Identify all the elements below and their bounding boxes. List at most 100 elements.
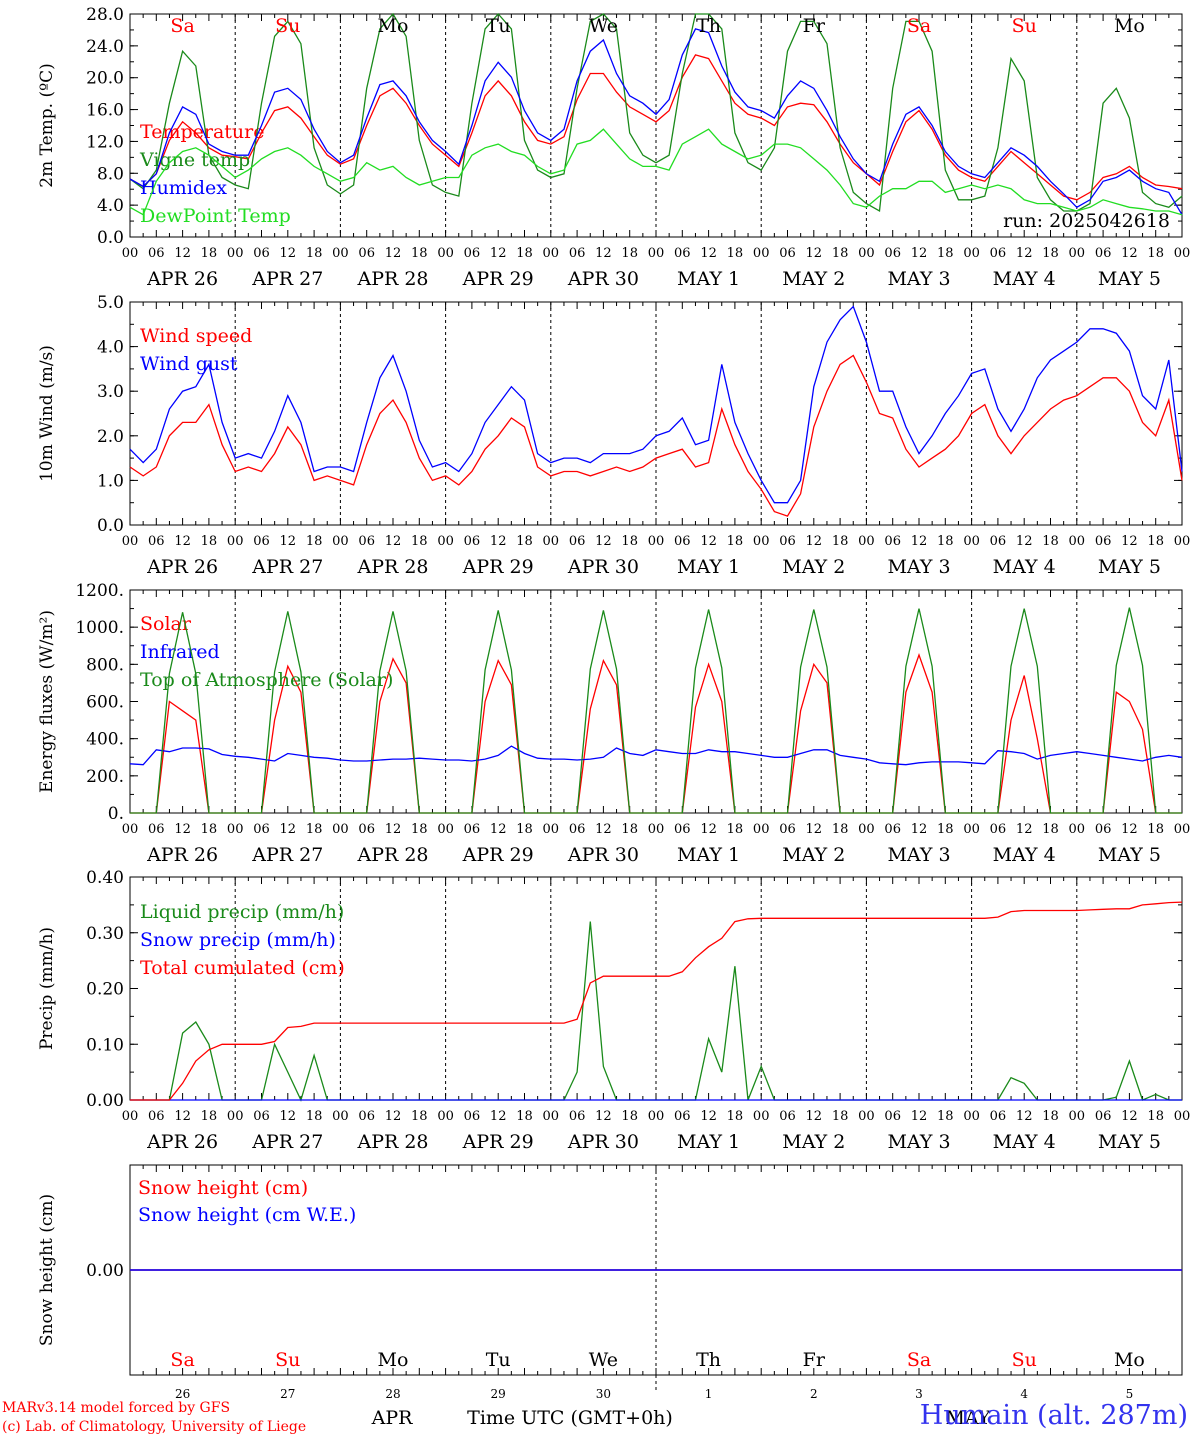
hour-tick-label: 18 [937, 246, 954, 261]
date-label: MAY 4 [993, 1131, 1056, 1153]
hour-tick-label: 00 [437, 246, 454, 261]
hour-tick-label: 00 [1174, 1109, 1191, 1124]
hour-tick-label: 00 [963, 246, 980, 261]
day-name: Tu [486, 1349, 511, 1371]
hour-tick-label: 00 [332, 822, 349, 837]
date-label: MAY 4 [993, 556, 1056, 578]
hour-tick-label: 18 [1147, 246, 1164, 261]
day-name: Su [275, 15, 300, 37]
date-label: APR 28 [356, 844, 428, 866]
date-label: APR 28 [356, 268, 428, 290]
month-label-apr: APR [371, 1407, 414, 1429]
hour-tick-label: 18 [411, 822, 428, 837]
hour-tick-label: 00 [122, 534, 139, 549]
hour-tick-label: 00 [753, 822, 770, 837]
hour-tick-label: 06 [674, 534, 691, 549]
day-name: Sa [907, 15, 931, 37]
hour-tick-label: 12 [174, 1109, 191, 1124]
day-name: We [589, 15, 618, 37]
hour-tick-label: 12 [911, 1109, 928, 1124]
hour-tick-label: 00 [543, 534, 560, 549]
legend-entry: Vigne temp [139, 149, 250, 171]
hour-tick-label: 18 [621, 246, 638, 261]
hour-tick-label: 18 [832, 1109, 849, 1124]
hour-tick-label: 06 [1095, 1109, 1112, 1124]
hour-tick-label: 12 [280, 822, 297, 837]
hour-tick-label: 18 [411, 534, 428, 549]
date-label: MAY 4 [993, 844, 1056, 866]
hour-tick-label: 06 [779, 534, 796, 549]
hour-tick-label: 06 [674, 822, 691, 837]
day-name: Fr [803, 1349, 826, 1371]
hour-tick-label: 12 [595, 534, 612, 549]
hour-tick-label: 18 [306, 822, 323, 837]
y-tick-label: 16.0 [86, 101, 124, 121]
hour-tick-label: 00 [648, 822, 665, 837]
day-name: Sa [170, 15, 194, 37]
date-label: MAY 1 [677, 556, 740, 578]
hour-tick-label: 06 [464, 1109, 481, 1124]
hour-tick-label: 18 [1147, 822, 1164, 837]
hour-tick-label: 18 [832, 534, 849, 549]
hour-tick-label: 18 [201, 534, 218, 549]
y-tick-label: 0.00 [86, 1261, 124, 1281]
hour-tick-label: 12 [490, 246, 507, 261]
hour-tick-label: 18 [306, 1109, 323, 1124]
series-line [129, 28, 1183, 216]
hour-tick-label: 18 [201, 246, 218, 261]
lab-credit: (c) Lab. of Climatology, University of L… [2, 1419, 307, 1435]
hour-tick-label: 18 [516, 1109, 533, 1124]
hour-tick-label: 18 [621, 1109, 638, 1124]
y-tick-label: 0.0 [97, 516, 124, 536]
hour-tick-label: 12 [490, 1109, 507, 1124]
run-label: run: 2025042618 [1003, 210, 1170, 232]
y-tick-label: 0.20 [86, 980, 124, 1000]
legend-entry: Temperature [140, 121, 264, 143]
hour-tick-label: 06 [464, 246, 481, 261]
y-tick-label: 3.0 [97, 382, 124, 402]
day-number: 1 [705, 1387, 713, 1401]
hour-tick-label: 18 [1042, 1109, 1059, 1124]
hour-tick-label: 06 [253, 1109, 270, 1124]
hour-tick-label: 18 [1147, 1109, 1164, 1124]
hour-tick-label: 06 [569, 1109, 586, 1124]
day-name: We [589, 1349, 618, 1371]
day-name: Th [696, 15, 721, 37]
hour-tick-label: 18 [1042, 534, 1059, 549]
hour-tick-label: 06 [569, 534, 586, 549]
hour-tick-label: 18 [201, 1109, 218, 1124]
hour-tick-label: 00 [753, 246, 770, 261]
y-tick-label: 400. [86, 730, 124, 750]
hour-tick-label: 12 [700, 822, 717, 837]
y-tick-label: 5.0 [97, 293, 124, 313]
hour-tick-label: 12 [911, 246, 928, 261]
y-tick-label: 0.0 [97, 228, 124, 248]
hour-tick-label: 00 [122, 1109, 139, 1124]
hour-tick-label: 00 [332, 534, 349, 549]
date-label: APR 30 [567, 556, 639, 578]
hour-tick-label: 00 [858, 246, 875, 261]
panel-frame [129, 301, 1183, 526]
panel-frame [129, 13, 1183, 238]
hour-tick-label: 00 [963, 534, 980, 549]
y-tick-label: 0.10 [86, 1035, 124, 1055]
hour-tick-label: 18 [937, 822, 954, 837]
date-label: APR 27 [251, 556, 323, 578]
day-name: Mo [378, 1349, 409, 1371]
hour-tick-label: 12 [806, 246, 823, 261]
hour-tick-label: 12 [911, 534, 928, 549]
hour-tick-label: 18 [306, 246, 323, 261]
hour-tick-label: 06 [148, 246, 165, 261]
date-label: APR 30 [567, 844, 639, 866]
hour-tick-label: 00 [543, 246, 560, 261]
hour-tick-label: 06 [674, 1109, 691, 1124]
hour-tick-label: 00 [648, 1109, 665, 1124]
date-label: APR 26 [146, 1131, 218, 1153]
day-name: Su [1012, 15, 1037, 37]
hour-tick-label: 06 [253, 246, 270, 261]
day-number: 4 [1020, 1387, 1028, 1401]
hour-tick-label: 12 [806, 534, 823, 549]
date-label: MAY 5 [1098, 268, 1161, 290]
series-line [130, 901, 1183, 1101]
